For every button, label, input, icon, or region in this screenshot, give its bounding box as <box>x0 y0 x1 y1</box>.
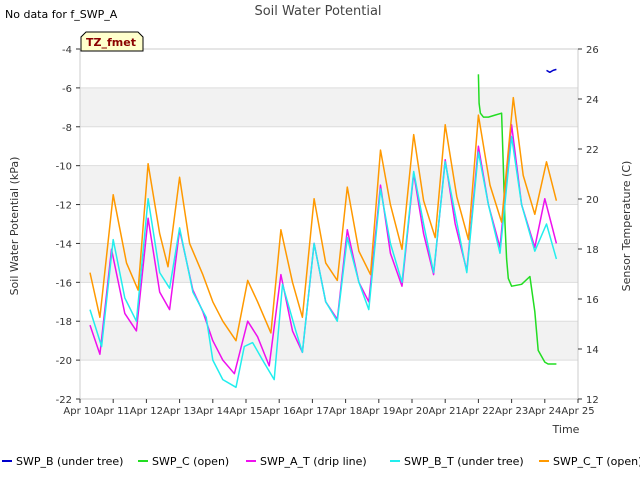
x-tick-label: Apr 24 <box>528 406 561 417</box>
x-tick-label: Apr 11 <box>97 406 130 417</box>
x-tick-label: Apr 13 <box>163 406 196 417</box>
y2-tick-label: 18 <box>586 245 599 256</box>
y2-tick-label: 16 <box>586 295 599 306</box>
legend-label: SWP_A_T (drip line) <box>260 455 367 468</box>
site-badge: TZ_fmet <box>80 31 144 52</box>
background-band <box>80 165 578 205</box>
y-tick-label: -10 <box>56 162 72 173</box>
y2-axis-ticks: 12 14 16 18 20 22 24 26 <box>578 45 599 406</box>
y2-tick-label: 22 <box>586 145 599 156</box>
legend: SWP_B (under tree) SWP_C (open) SWP_A_T (d… <box>2 455 640 468</box>
legend-label: SWP_B_T (under tree) <box>404 455 524 468</box>
x-tick-label: Apr 18 <box>329 406 362 417</box>
x-tick-label: Apr 12 <box>130 406 163 417</box>
y-tick-label: -18 <box>56 317 72 328</box>
x-axis-ticks: Apr 10 Apr 11 Apr 12 Apr 13 Apr 14 Apr 15 Apr … <box>63 399 595 417</box>
y2-tick-label: 20 <box>586 195 599 206</box>
series-line <box>477 74 557 365</box>
x-tick-label: Apr 20 <box>395 406 428 417</box>
y-tick-label: -22 <box>56 395 72 406</box>
legend-label: SWP_B (under tree) <box>16 455 123 468</box>
y2-tick-label: 24 <box>586 95 599 106</box>
y-axis-ticks: -22 -20 -18 -16 -14 -12 -10 -8 -6 -4 <box>56 45 80 406</box>
y-tick-label: -4 <box>62 45 72 56</box>
y-tick-label: -14 <box>56 239 72 250</box>
no-data-note: No data for f_SWP_A <box>5 8 118 21</box>
y-tick-label: -20 <box>56 356 72 367</box>
chart-title: Soil Water Potential <box>254 4 381 19</box>
site-badge-box <box>80 31 144 52</box>
x-tick-label: Apr 25 <box>561 406 594 417</box>
y2-tick-label: 26 <box>586 45 599 56</box>
legend-label: SWP_C_T (open) <box>553 455 640 468</box>
site-badge-label: TZ_fmet <box>86 36 136 49</box>
background-band <box>80 321 578 361</box>
x-tick-label: Apr 17 <box>296 406 329 417</box>
x-tick-label: Apr 23 <box>495 406 528 417</box>
x-tick-label: Apr 19 <box>362 406 395 417</box>
series-line <box>89 135 558 389</box>
y2-axis-label: Sensor Temperature (C) <box>620 161 633 292</box>
series-line <box>546 68 557 74</box>
y-tick-label: -12 <box>56 201 72 212</box>
x-axis-label: Time <box>552 423 580 436</box>
plot-frame <box>79 48 579 400</box>
x-tick-label: Apr 16 <box>263 406 296 417</box>
x-tick-label: Apr 21 <box>429 406 462 417</box>
x-tick-label: Apr 14 <box>196 406 229 417</box>
y-tick-label: -8 <box>62 123 72 134</box>
y-tick-label: -6 <box>62 84 72 95</box>
x-tick-label: Apr 15 <box>229 406 262 417</box>
background-bands <box>80 87 578 361</box>
series-lines <box>89 68 558 389</box>
legend-label: SWP_C (open) <box>152 455 229 468</box>
x-tick-label: Apr 22 <box>462 406 495 417</box>
y2-tick-label: 12 <box>586 395 599 406</box>
y-tick-label: -16 <box>56 278 72 289</box>
y2-tick-label: 14 <box>586 345 599 356</box>
x-tick-label: Apr 10 <box>63 406 96 417</box>
background-band <box>80 87 578 127</box>
series-line <box>89 96 558 342</box>
y-axis-label: Soil Water Potential (kPa) <box>8 157 21 296</box>
